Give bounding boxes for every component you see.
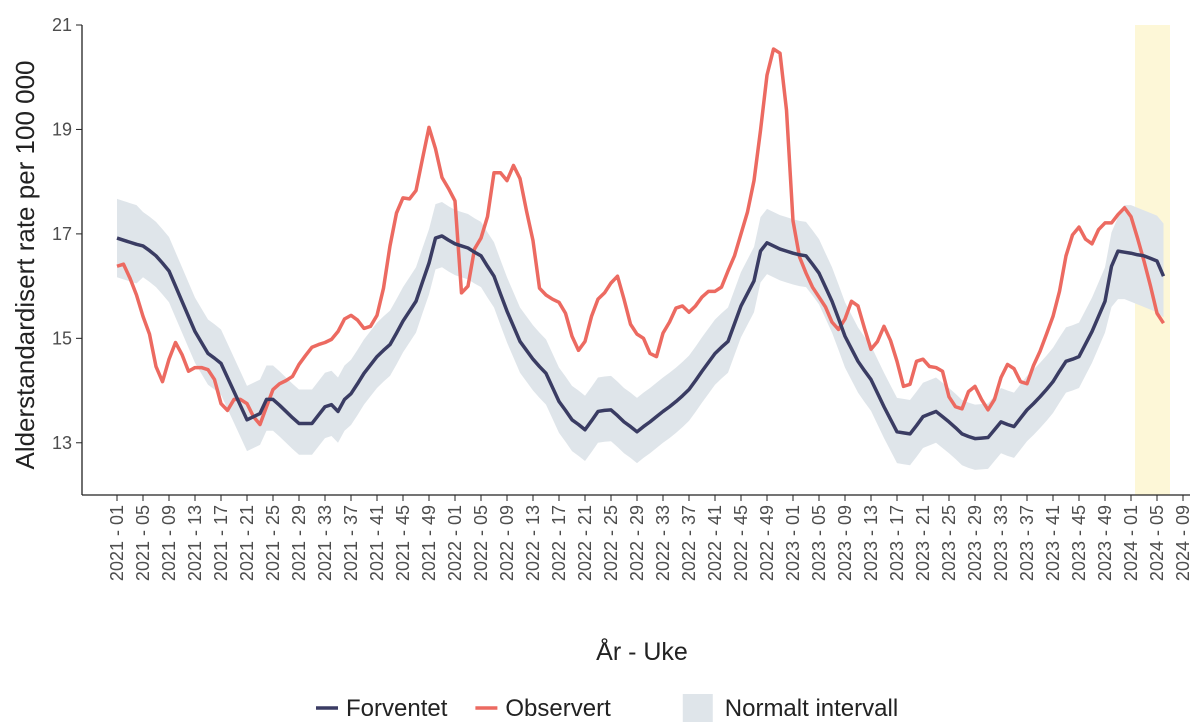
x-tick-label: 2022 - 29 — [627, 505, 647, 581]
x-tick-label: 2022 - 01 — [445, 505, 465, 581]
x-tick-label: 2021 - 29 — [289, 505, 309, 581]
x-tick-label: 2023 - 05 — [809, 505, 829, 581]
x-tick-label: 2023 - 41 — [1043, 505, 1063, 581]
y-tick-label: 19 — [52, 119, 72, 139]
y-tick-label: 21 — [52, 15, 72, 35]
x-tick-label: 2021 - 17 — [211, 505, 231, 581]
x-tick-label: 2021 - 41 — [367, 505, 387, 581]
x-tick-label: 2023 - 49 — [1095, 505, 1115, 581]
x-tick-label: 2022 - 09 — [497, 505, 517, 581]
x-tick-label: 2023 - 29 — [965, 505, 985, 581]
x-tick-label: 2022 - 05 — [471, 505, 491, 581]
x-tick-label: 2021 - 37 — [341, 505, 361, 581]
x-tick-label: 2022 - 45 — [731, 505, 751, 581]
x-tick-label: 2023 - 17 — [887, 505, 907, 581]
x-tick-label: 2021 - 13 — [185, 505, 205, 581]
x-tick-label: 2021 - 33 — [315, 505, 335, 581]
x-tick-label: 2024 - 09 — [1173, 505, 1193, 581]
x-tick-label: 2022 - 25 — [601, 505, 621, 581]
x-tick-label: 2023 - 21 — [913, 505, 933, 581]
x-tick-label: 2022 - 17 — [549, 505, 569, 581]
x-tick-label: 2022 - 33 — [653, 505, 673, 581]
x-tick-label: 2021 - 09 — [159, 505, 179, 581]
x-tick-label: 2023 - 45 — [1069, 505, 1089, 581]
normal-band — [117, 198, 1164, 470]
y-tick-label: 15 — [52, 328, 72, 348]
legend-label: Normalt intervall — [725, 695, 898, 722]
x-tick-label: 2022 - 49 — [757, 505, 777, 581]
x-tick-label: 2021 - 45 — [393, 505, 413, 581]
legend-label: Forventet — [346, 695, 448, 722]
legend: Forventet Observert Normalt intervall — [316, 694, 898, 722]
x-tick-label: 2023 - 01 — [783, 505, 803, 581]
legend-label: Observert — [505, 695, 611, 722]
x-tick-label: 2023 - 37 — [1017, 505, 1037, 581]
x-tick-label: 2022 - 13 — [523, 505, 543, 581]
x-tick-label: 2023 - 13 — [861, 505, 881, 581]
x-tick-label: 2022 - 41 — [705, 505, 725, 581]
series-line — [116, 234, 1166, 441]
x-tick-label: 2023 - 09 — [835, 505, 855, 581]
x-tick-label: 2023 - 25 — [939, 505, 959, 581]
x-tick-label: 2023 - 33 — [991, 505, 1011, 581]
x-tick-label: 2024 - 05 — [1147, 505, 1167, 581]
x-axis-title: År - Uke — [596, 636, 688, 666]
y-tick-label: 13 — [52, 433, 72, 453]
x-tick-label: 2021 - 21 — [237, 505, 257, 581]
x-tick-label: 2021 - 01 — [107, 505, 127, 581]
x-tick-label: 2022 - 21 — [575, 505, 595, 581]
legend-swatch — [682, 694, 713, 722]
x-tick-label: 2021 - 05 — [133, 505, 153, 581]
x-tick-label: 2024 - 01 — [1121, 505, 1141, 581]
series-line — [116, 47, 1165, 427]
x-tick-label: 2021 - 49 — [419, 505, 439, 581]
y-axis-title: Alderstandardisert rate per 100 000 — [10, 60, 40, 469]
x-tick-label: 2022 - 37 — [679, 505, 699, 581]
x-tick-label: 2021 - 25 — [263, 505, 283, 581]
y-tick-label: 17 — [52, 224, 72, 244]
